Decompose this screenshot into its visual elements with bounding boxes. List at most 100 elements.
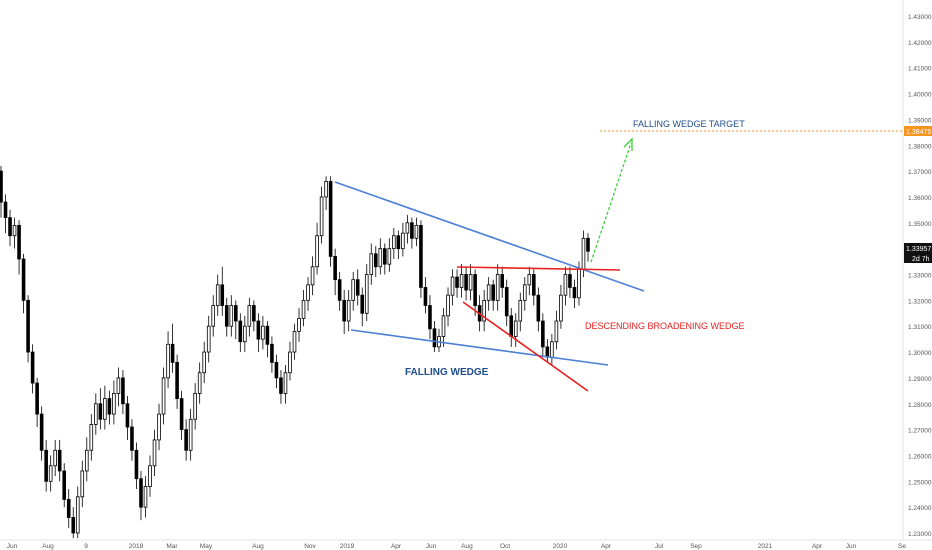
candle-body[interactable] (206, 325, 211, 353)
candle-body[interactable] (315, 235, 319, 268)
broadening-wedge-lower-line[interactable] (462, 301, 589, 392)
candle-body[interactable] (71, 517, 76, 534)
candle-body[interactable] (522, 284, 527, 301)
candle-body[interactable] (491, 284, 495, 301)
candle-body[interactable] (152, 439, 157, 467)
candle-body[interactable] (157, 413, 161, 441)
candle-body[interactable] (94, 403, 98, 425)
candle-body[interactable] (532, 274, 536, 296)
candle-body[interactable] (30, 351, 35, 384)
candle-body[interactable] (202, 351, 206, 374)
candle-body[interactable] (229, 305, 234, 327)
candle-body[interactable] (66, 498, 71, 518)
candle-body[interactable] (112, 393, 116, 415)
candle-body[interactable] (513, 320, 518, 337)
candle-body[interactable] (175, 361, 179, 399)
candle-body[interactable] (297, 318, 301, 332)
candle-body[interactable] (270, 343, 274, 363)
candle-body[interactable] (369, 253, 374, 275)
candle-body[interactable] (279, 377, 283, 394)
candle-body[interactable] (441, 315, 446, 337)
candle-body[interactable] (143, 486, 148, 508)
candle-body[interactable] (193, 393, 197, 420)
candle-body[interactable] (486, 284, 491, 301)
candle-body[interactable] (179, 398, 184, 430)
candle-body[interactable] (550, 341, 554, 358)
candle-body[interactable] (261, 325, 265, 340)
candle-body[interactable] (121, 377, 125, 405)
candle-body[interactable] (306, 284, 310, 301)
candle-body[interactable] (342, 299, 346, 322)
candle-body[interactable] (53, 449, 57, 467)
candle-body[interactable] (446, 294, 450, 317)
resistance-line[interactable] (456, 266, 621, 271)
candle-body[interactable] (35, 382, 39, 415)
candle-body[interactable] (166, 343, 170, 379)
candle-body[interactable] (428, 305, 432, 330)
candle-body[interactable] (3, 201, 8, 219)
candle-body[interactable] (563, 274, 568, 296)
candle-body[interactable] (401, 232, 405, 250)
candle-body[interactable] (80, 470, 85, 498)
candle-body[interactable] (536, 294, 541, 322)
candle-body[interactable] (139, 478, 143, 508)
candle-body[interactable] (324, 181, 328, 198)
candle-body[interactable] (568, 274, 572, 288)
candle-body[interactable] (211, 305, 216, 327)
candle-body[interactable] (450, 276, 455, 296)
candle-body[interactable] (405, 222, 410, 234)
candle-body[interactable] (238, 320, 243, 343)
candle-body[interactable] (414, 224, 419, 239)
candle-body[interactable] (274, 361, 279, 379)
candle-body[interactable] (134, 449, 139, 480)
candle-body[interactable] (468, 274, 473, 291)
candle-body[interactable] (265, 325, 270, 345)
target-projection-arrow[interactable] (590, 142, 632, 263)
candle-body[interactable] (559, 294, 563, 322)
candle-body[interactable] (130, 426, 134, 451)
candle-body[interactable] (337, 279, 342, 301)
candle-body[interactable] (161, 377, 166, 415)
candle-body[interactable] (500, 274, 505, 288)
candle-body[interactable] (581, 237, 586, 270)
candle-body[interactable] (125, 403, 130, 428)
candle-body[interactable] (504, 287, 509, 317)
candle-body[interactable] (247, 305, 252, 327)
candle-body[interactable] (319, 196, 324, 237)
candle-body[interactable] (215, 284, 220, 306)
candle-body[interactable] (12, 224, 17, 237)
candle-body[interactable] (360, 294, 365, 314)
candle-body[interactable] (545, 346, 550, 358)
candle-body[interactable] (473, 274, 477, 306)
candle-body[interactable] (423, 287, 428, 306)
candle-body[interactable] (346, 299, 351, 322)
candle-body[interactable] (328, 181, 333, 257)
candle-body[interactable] (310, 266, 315, 286)
candle-body[interactable] (333, 256, 337, 281)
candle-body[interactable] (383, 248, 387, 265)
candle-body[interactable] (459, 274, 464, 288)
candle-body[interactable] (572, 287, 577, 299)
candle-body[interactable] (410, 222, 414, 239)
candle-body[interactable] (75, 496, 80, 534)
candle-body[interactable] (184, 429, 188, 451)
candle-body[interactable] (252, 305, 256, 322)
candle-body[interactable] (378, 248, 383, 268)
candle-body[interactable] (373, 253, 378, 268)
candle-body[interactable] (495, 274, 500, 301)
candle-body[interactable] (8, 217, 12, 237)
candle-body[interactable] (220, 284, 225, 306)
candle-body[interactable] (355, 279, 360, 296)
candle-body[interactable] (103, 398, 107, 420)
candle-body[interactable] (464, 274, 468, 291)
falling-wedge-upper-line[interactable] (334, 181, 645, 292)
candle-body[interactable] (392, 235, 396, 250)
candle-body[interactable] (364, 274, 369, 314)
candle-body[interactable] (62, 470, 67, 500)
candle-body[interactable] (0, 170, 3, 203)
candle-body[interactable] (396, 235, 401, 250)
candle-body[interactable] (39, 413, 44, 451)
falling-wedge-lower-line[interactable] (350, 329, 609, 366)
candle-body[interactable] (518, 299, 523, 322)
candle-body[interactable] (234, 305, 238, 322)
